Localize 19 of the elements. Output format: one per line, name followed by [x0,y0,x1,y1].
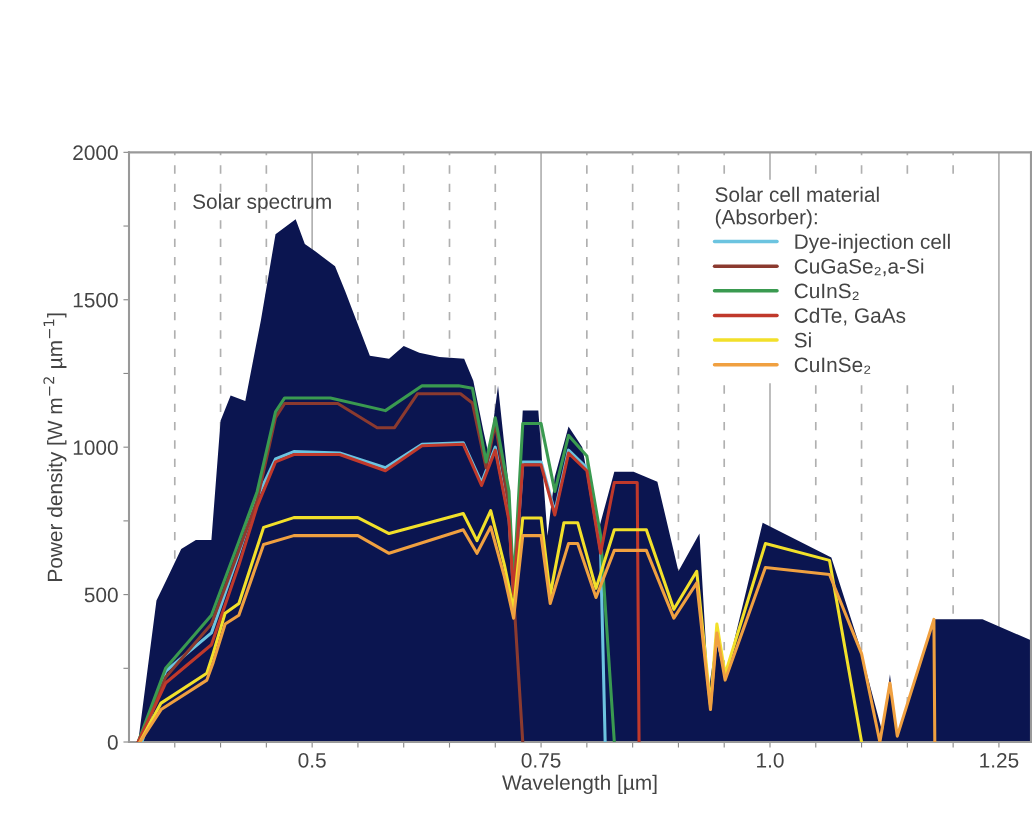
y-tick-label: 500 [84,587,118,603]
y-axis-title: Power density [W m$^{−2}$ µm$^{−1}$] [43,313,67,581]
x-tick-label: 1.25 [980,752,1019,768]
annotation: Solar spectrum [193,193,331,214]
y-tick-label: 1000 [73,440,118,455]
x-tick-label: 0.75 [521,752,561,768]
legend-label: CuInSe₂ [794,357,871,374]
x-axis-title: Wavelength [µm] [502,774,657,795]
legend-label: CuInS₂ [794,283,859,300]
legend-label: Dye-injection cell [795,233,950,254]
y-tick-label: 2000 [73,145,118,161]
legend-label: CuGaSe₂,a-Si [794,258,924,277]
legend-title: Solar cell material (Absorber): [715,186,879,229]
x-tick-label: 0.5 [298,752,326,768]
legend-label: Si [794,332,811,348]
x-tick-label: 1.0 [757,752,784,768]
y-tick-label: 1500 [73,292,118,308]
y-tick-label: 0 [107,735,118,750]
legend-label: CdTe, GaAs [794,307,906,326]
